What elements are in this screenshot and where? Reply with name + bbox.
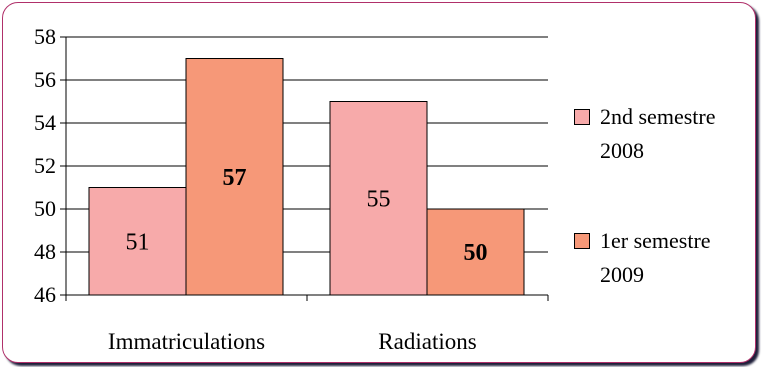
data-labels: 51 57 55 50 <box>126 165 488 266</box>
legend-label-series-2: 1er semestre 2009 <box>600 228 711 287</box>
y-tick-label: 56 <box>34 67 56 92</box>
y-tick-label: 46 <box>34 282 56 307</box>
category-label: Radiations <box>378 329 476 354</box>
bar-radiations-series-1 <box>329 101 428 296</box>
data-label: 50 <box>464 240 488 266</box>
y-tick-label: 58 <box>34 24 56 49</box>
data-label: 55 <box>367 186 391 212</box>
legend-label-series-1: 2nd semestre 2008 <box>600 104 716 163</box>
category-label: Immatriculations <box>108 329 265 354</box>
legend-swatch-series-2 <box>574 233 590 249</box>
y-tick-label: 52 <box>34 153 56 178</box>
legend-swatch-series-1 <box>574 109 590 125</box>
category-labels: Immatriculations Radiations <box>108 329 477 354</box>
y-tick-labels: 46 48 50 52 54 56 58 <box>34 24 56 307</box>
data-label: 57 <box>223 165 247 191</box>
axes <box>60 36 549 301</box>
bars <box>88 58 525 296</box>
bar-radiations-series-2 <box>426 208 525 296</box>
y-tick-label: 54 <box>34 110 56 135</box>
bar-immatriculations-series-2 <box>185 58 284 296</box>
y-tick-label: 48 <box>34 239 56 264</box>
y-tick-label: 50 <box>34 196 56 221</box>
data-label: 51 <box>126 229 150 255</box>
